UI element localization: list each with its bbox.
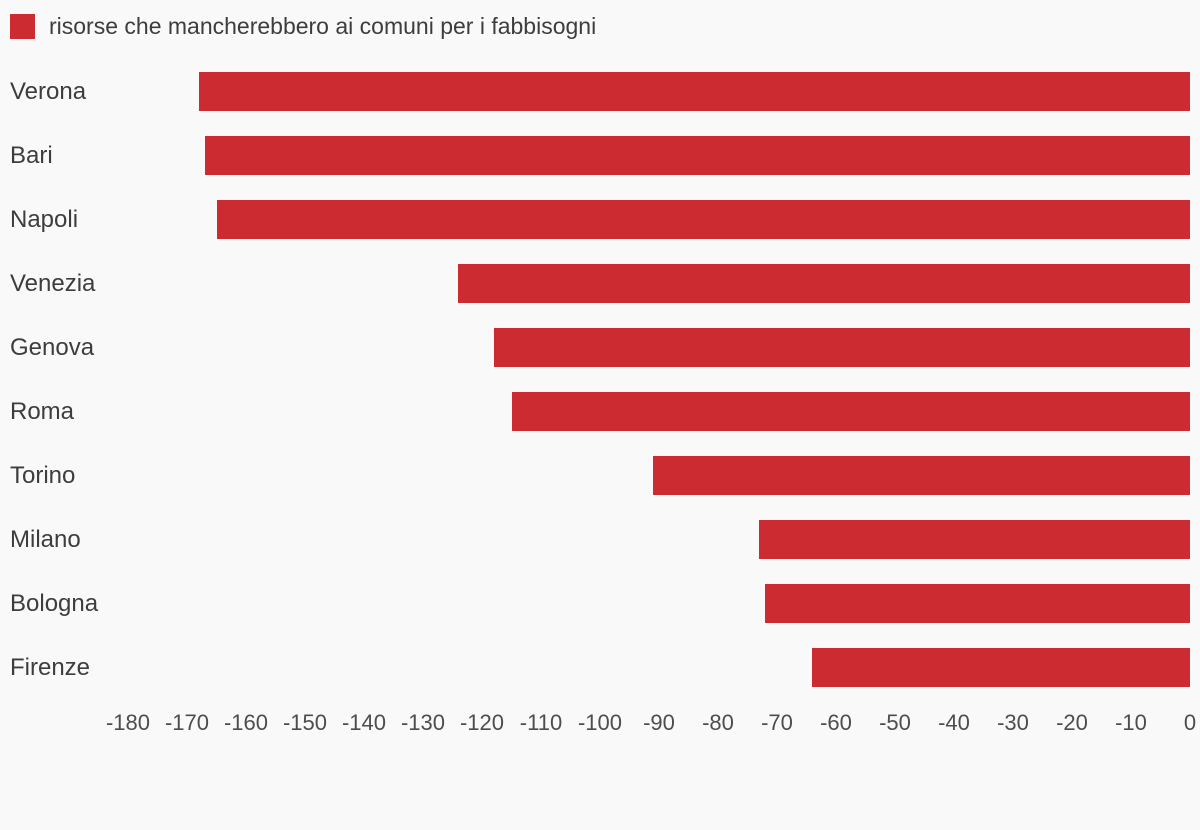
x-tick-label--110: -110 — [519, 710, 563, 735]
legend-label: risorse che mancherebbero ai comuni per … — [49, 13, 597, 39]
x-tick-label--90: -90 — [643, 710, 675, 735]
x-tick-label--60: -60 — [820, 710, 852, 735]
bar-roma[interactable] — [511, 392, 1190, 431]
bar-firenze[interactable] — [812, 648, 1190, 687]
category-label-bologna: Bologna — [10, 589, 99, 617]
bar-milano[interactable] — [759, 520, 1190, 559]
bar-napoli[interactable] — [216, 200, 1190, 239]
x-tick-label--10: -10 — [1115, 710, 1147, 735]
category-label-venezia: Venezia — [10, 269, 96, 297]
legend-item[interactable]: risorse che mancherebbero ai comuni per … — [10, 13, 596, 40]
x-tick-label--100: -100 — [577, 710, 623, 735]
bar-venezia[interactable] — [458, 264, 1190, 303]
x-tick-label--20: -20 — [1056, 710, 1088, 735]
category-label-napoli: Napoli — [10, 205, 79, 233]
category-label-milano: Milano — [10, 525, 81, 553]
x-tick-label--130: -130 — [400, 710, 446, 735]
x-tick-label--30: -30 — [997, 710, 1029, 735]
x-tick-label--70: -70 — [761, 710, 793, 735]
bar-verona[interactable] — [198, 72, 1190, 111]
x-tick-label--140: -140 — [341, 710, 387, 735]
bar-bari[interactable] — [204, 136, 1190, 175]
x-tick-label-0: 0 — [1183, 710, 1197, 735]
bar-bologna[interactable] — [765, 584, 1190, 623]
x-tick-label--120: -120 — [459, 710, 505, 735]
category-label-genova: Genova — [10, 333, 95, 361]
x-tick-label--180: -180 — [105, 710, 151, 735]
legend-swatch-icon — [10, 14, 35, 39]
x-tick-label--160: -160 — [223, 710, 269, 735]
category-label-roma: Roma — [10, 397, 75, 425]
bar-torino[interactable] — [653, 456, 1190, 495]
x-tick-label--150: -150 — [282, 710, 328, 735]
x-tick-label--40: -40 — [938, 710, 970, 735]
bar-genova[interactable] — [493, 328, 1190, 367]
category-label-verona: Verona — [10, 77, 87, 105]
x-tick-label--80: -80 — [702, 710, 734, 735]
category-label-bari: Bari — [10, 141, 53, 169]
x-tick-label--170: -170 — [164, 710, 210, 735]
category-label-torino: Torino — [10, 461, 76, 489]
category-label-firenze: Firenze — [10, 653, 91, 681]
x-tick-label--50: -50 — [879, 710, 911, 735]
